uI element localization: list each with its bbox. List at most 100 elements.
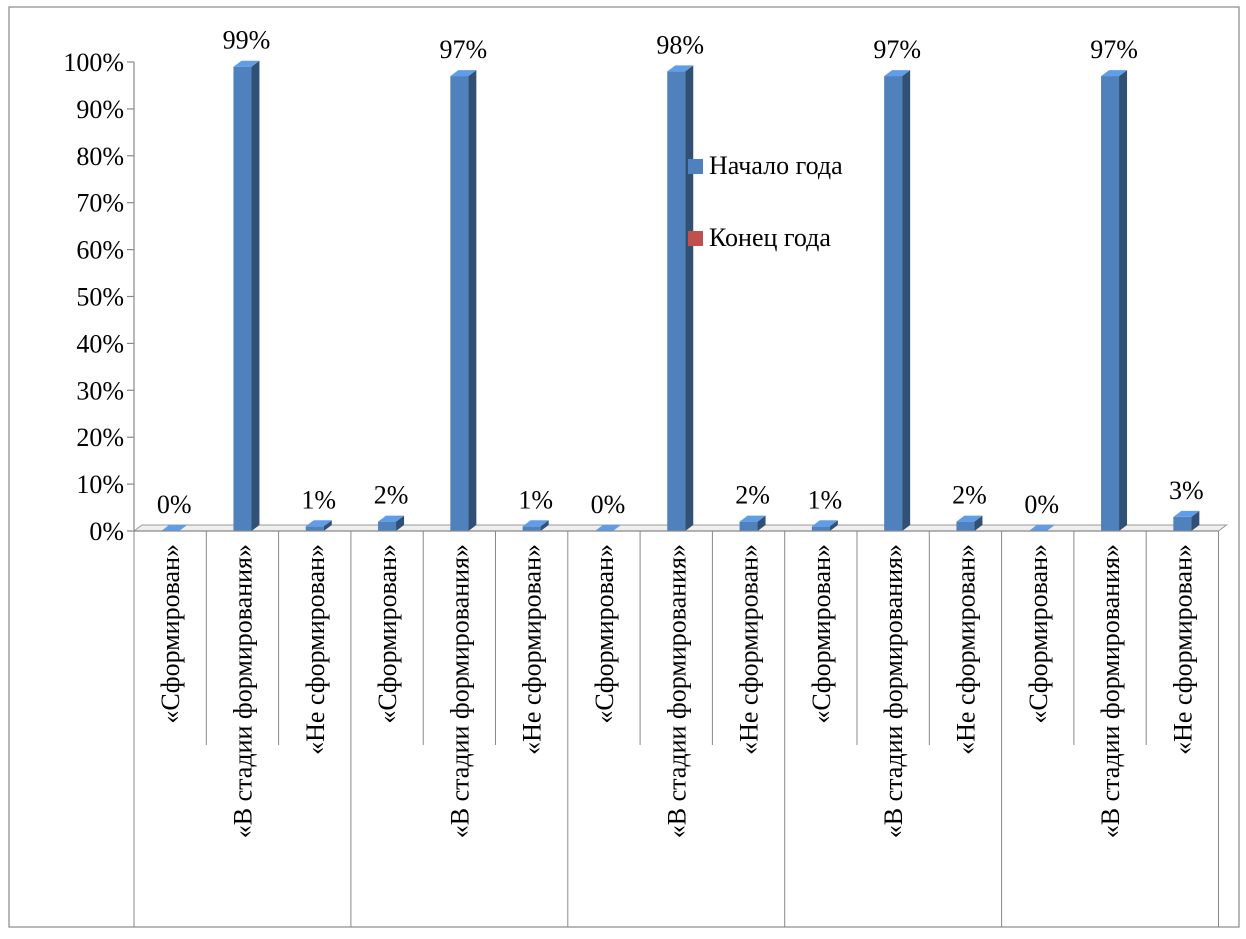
x-category-label: «Не сформирован»: [518, 544, 547, 755]
bar-side: [829, 520, 838, 531]
y-tick-label: 50%: [76, 283, 124, 312]
x-axis: «Сформирован» «В стадии формирования» «Не …: [133, 530, 1219, 927]
legend-swatch-end: [688, 230, 703, 246]
bar: [739, 515, 766, 531]
x-category-label: «Сформирован»: [156, 544, 185, 724]
bar-side: [902, 70, 911, 531]
bar-side: [757, 515, 766, 531]
bar-top: [161, 525, 188, 531]
bar-side: [396, 515, 405, 531]
legend-item-end: Конец года: [688, 220, 843, 256]
data-label: 1%: [808, 485, 843, 514]
bar-top: [884, 70, 911, 77]
bar: [450, 70, 477, 531]
data-label: 99%: [223, 26, 271, 55]
data-label: 0%: [157, 490, 192, 519]
bar: [956, 515, 983, 531]
data-label: 98%: [656, 30, 704, 59]
y-tick-label: 100%: [63, 48, 124, 77]
y-tick-label: 90%: [76, 95, 124, 124]
legend-item-start: Начало года: [688, 148, 843, 184]
data-labels: 0% 99% 1% 2% 97% 1% 0% 98% 2% 1% 97% 2% 0% 97% 3%: [157, 26, 1204, 519]
legend-label-end: Конец года: [709, 223, 831, 252]
bar-top: [739, 515, 766, 522]
bar-top: [1101, 70, 1128, 77]
data-label: 97%: [440, 35, 488, 64]
bar: [1101, 70, 1128, 531]
bar-top: [667, 65, 694, 72]
bar-front: [1173, 516, 1192, 531]
bar-side: [468, 70, 477, 531]
x-category-label: «Не сформирован»: [1168, 544, 1197, 755]
bar-side: [540, 520, 549, 531]
y-tick-label: 10%: [76, 470, 124, 499]
bar-top: [1028, 525, 1055, 531]
bar: [1173, 510, 1200, 531]
bar-side: [251, 60, 260, 531]
bar: [233, 60, 260, 531]
bar-side: [974, 515, 983, 531]
y-tick-label: 40%: [76, 329, 124, 358]
bar: [161, 525, 188, 531]
legend: Начало года Конец года: [688, 148, 843, 292]
data-label: 2%: [735, 481, 770, 510]
x-category-label: «Сформирован»: [590, 544, 619, 724]
bar-top: [594, 525, 621, 531]
legend-label-start: Начало года: [709, 151, 843, 180]
bar-top: [1173, 510, 1200, 517]
x-category-label: «Не сформирован»: [301, 544, 330, 755]
bar-front: [884, 76, 903, 531]
bar: [594, 525, 621, 531]
bar-side: [685, 65, 694, 531]
data-label: 97%: [873, 35, 921, 64]
bar-front: [956, 521, 975, 531]
bar: [522, 520, 549, 531]
bar-side: [1119, 70, 1128, 531]
bar-front: [305, 526, 324, 531]
x-category-label: «В стадии формирования»: [228, 544, 257, 838]
x-category-label: «В стадии формирования»: [879, 544, 908, 838]
legend-swatch-start: [688, 158, 703, 174]
chart-border: [8, 6, 1240, 928]
y-tick-label: 0%: [89, 517, 124, 546]
bar-front: [378, 521, 397, 531]
bar: [378, 515, 405, 531]
bar-side: [323, 520, 332, 531]
y-tick-label: 20%: [76, 423, 124, 452]
bars: [161, 60, 1200, 531]
bar-front: [739, 521, 758, 531]
x-category-label: «В стадии формирования»: [1096, 544, 1125, 838]
bar-front: [522, 526, 541, 531]
bar-top: [811, 520, 838, 527]
y-tick-label: 70%: [76, 189, 124, 218]
bar: [1028, 525, 1055, 531]
bar: [811, 520, 838, 531]
x-category-label: «Не сформирован»: [951, 544, 980, 755]
bar-top: [305, 520, 332, 527]
bar-top: [450, 70, 477, 77]
data-label: 3%: [1169, 476, 1204, 505]
data-label: 1%: [301, 485, 336, 514]
y-tick-label: 30%: [76, 376, 124, 405]
bar-side: [1191, 510, 1200, 531]
data-label: 0%: [591, 490, 626, 519]
bar: [305, 520, 332, 531]
bar-front: [450, 76, 469, 531]
bar-top: [522, 520, 549, 527]
x-category-label: «Сформирован»: [373, 544, 402, 724]
y-axis: 0% 10% 20% 30% 40% 50% 60% 70% 80% 90% 100%: [63, 48, 135, 546]
bar-front: [667, 71, 686, 531]
data-label: 1%: [518, 485, 553, 514]
x-category-label: «В стадии формирования»: [445, 544, 474, 838]
bar: [884, 70, 911, 531]
y-tick-label: 80%: [76, 142, 124, 171]
data-label: 97%: [1090, 35, 1138, 64]
data-label: 2%: [952, 481, 987, 510]
x-category-label: «В стадии формирования»: [662, 544, 691, 838]
bar: [667, 65, 694, 531]
y-tick-label: 60%: [76, 236, 124, 265]
bar-front: [1101, 76, 1120, 531]
data-label: 0%: [1024, 490, 1059, 519]
bar-top: [233, 60, 260, 67]
